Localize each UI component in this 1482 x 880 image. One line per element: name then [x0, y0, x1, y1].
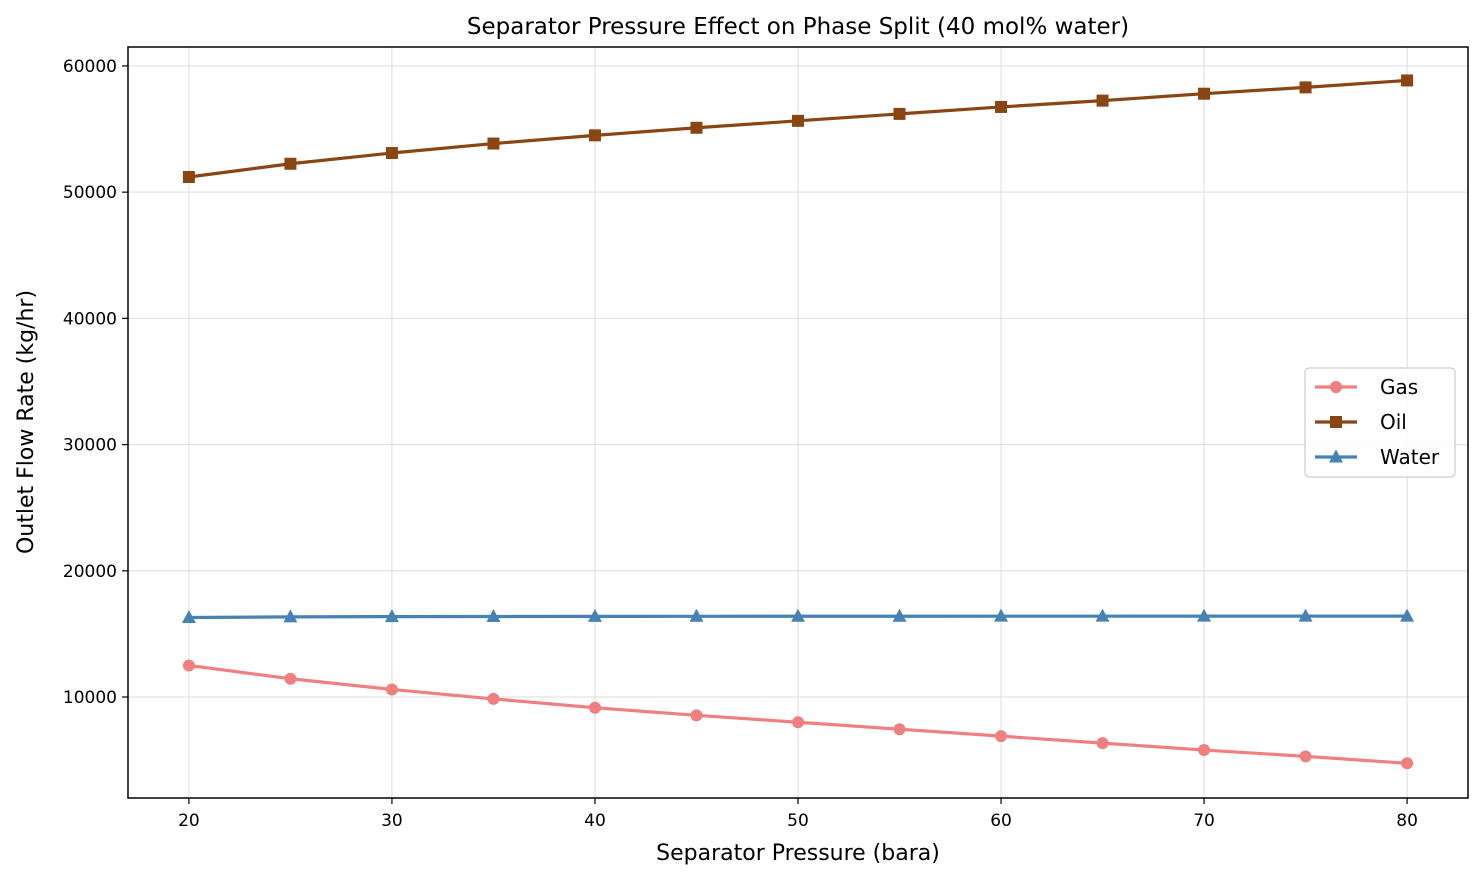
- legend-label-water: Water: [1380, 445, 1440, 469]
- water-data-point: [283, 609, 298, 623]
- y-axis-label: Outlet Flow Rate (kg/hr): [14, 290, 39, 554]
- water-data-point: [1095, 608, 1110, 622]
- y-tick-label: 40000: [63, 309, 117, 329]
- series-layer: [181, 74, 1415, 770]
- gas-data-point: [1299, 750, 1312, 763]
- oil-data-point: [1198, 87, 1211, 100]
- water-data-point: [689, 608, 704, 622]
- oil-data-point: [284, 157, 297, 170]
- gas-data-point: [487, 692, 500, 705]
- gas-data-point: [1401, 757, 1414, 770]
- x-tick-label: 40: [584, 811, 606, 831]
- x-tick-label: 80: [1396, 811, 1418, 831]
- water-data-point: [892, 608, 907, 622]
- legend-marker-water: [1329, 449, 1343, 463]
- water-data-point: [1400, 608, 1415, 622]
- gas-data-point: [995, 730, 1008, 743]
- legend: Gas Oil Water: [1304, 367, 1456, 478]
- legend-box: [1304, 367, 1456, 478]
- legend-entry-water: Water: [1315, 445, 1440, 469]
- gas-data-point: [893, 723, 906, 736]
- x-tick-label: 60: [990, 811, 1012, 831]
- water-data-point: [1298, 608, 1313, 622]
- oil-data-point: [893, 107, 906, 120]
- legend-marker-oil: [1330, 416, 1342, 428]
- oil-series: [182, 74, 1414, 184]
- water-data-point: [587, 608, 602, 622]
- oil-data-point: [1299, 81, 1312, 94]
- water-data-point: [1197, 608, 1212, 622]
- x-axis-label: Separator Pressure (bara): [656, 841, 940, 866]
- oil-data-point: [1401, 74, 1414, 87]
- water-series: [181, 608, 1415, 624]
- gas-data-point: [1198, 744, 1211, 757]
- legend-entry-oil: Oil: [1315, 410, 1407, 434]
- oil-data-point: [385, 147, 398, 160]
- oil-data-point: [588, 129, 601, 142]
- y-tick-label: 30000: [63, 436, 117, 456]
- y-tick-label: 60000: [63, 57, 117, 77]
- legend-label-gas: Gas: [1380, 375, 1418, 399]
- gas-series: [182, 659, 1414, 770]
- water-data-point: [994, 608, 1009, 622]
- legend-marker-gas: [1330, 381, 1342, 393]
- chart-title: Separator Pressure Effect on Phase Split…: [467, 14, 1129, 40]
- gas-data-point: [1096, 737, 1109, 750]
- water-data-point: [791, 608, 805, 622]
- gas-data-point: [588, 701, 601, 714]
- water-data-point: [486, 608, 501, 622]
- x-tick-label: 30: [381, 811, 403, 831]
- oil-data-point: [182, 171, 195, 184]
- y-tick-label: 50000: [63, 183, 117, 203]
- oil-data-point: [690, 121, 703, 134]
- y-tick-label: 20000: [63, 562, 117, 582]
- y-tick-label: 10000: [63, 688, 117, 708]
- legend-label-oil: Oil: [1380, 410, 1407, 434]
- gas-data-point: [792, 716, 804, 729]
- axis-ticks: 20 30 40 50 60 70 80 10000 20000 30000 40000 50000 6…: [63, 57, 1418, 831]
- oil-data-point: [1096, 94, 1109, 107]
- legend-entry-gas: Gas: [1315, 375, 1418, 399]
- gas-data-point: [385, 683, 398, 696]
- water-data-point: [384, 609, 399, 623]
- oil-data-point: [995, 100, 1008, 113]
- gas-data-point: [284, 672, 297, 685]
- gas-data-point: [690, 709, 703, 722]
- x-tick-label: 70: [1193, 811, 1215, 831]
- water-data-point: [181, 610, 196, 624]
- oil-data-point: [792, 114, 804, 127]
- grid-lines: [128, 47, 1468, 798]
- gas-data-point: [182, 659, 195, 672]
- oil-data-point: [487, 137, 500, 150]
- x-tick-label: 20: [178, 811, 200, 831]
- x-tick-label: 50: [787, 811, 809, 831]
